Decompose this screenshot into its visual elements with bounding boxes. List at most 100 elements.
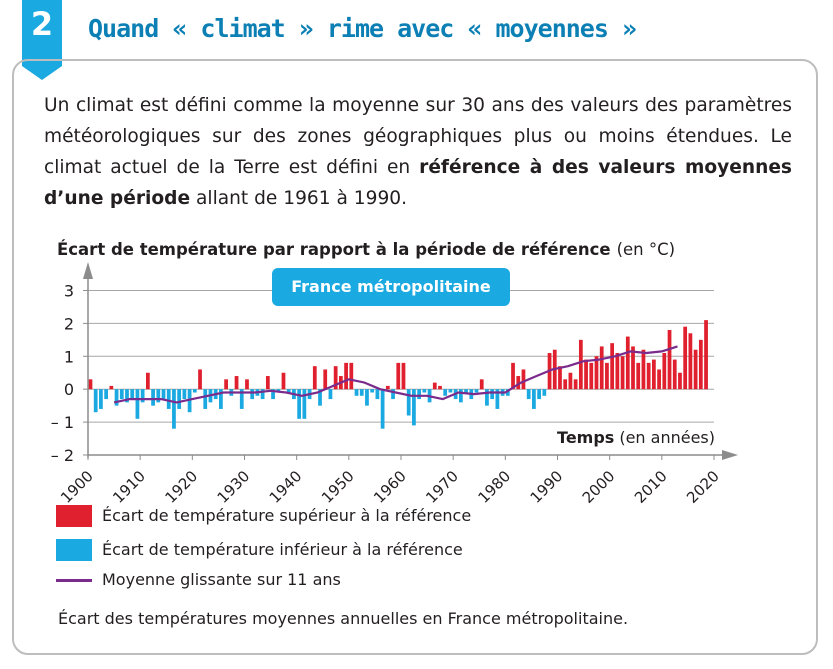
legend-swatch-above — [56, 505, 92, 527]
x-tick-label: 1970 — [422, 467, 462, 507]
bar-1968 — [443, 389, 448, 396]
bar-2013 — [678, 372, 682, 390]
bar-1975 — [479, 379, 484, 390]
bar-1922 — [203, 389, 208, 409]
x-tick-label: 1910 — [109, 467, 149, 507]
bar-1966 — [432, 382, 437, 390]
bar-1984 — [526, 389, 531, 400]
bar-1940 — [297, 389, 302, 419]
bar-1935 — [271, 389, 275, 400]
legend-label-moving-average: Moyenne glissante sur 11 ans — [102, 570, 341, 589]
bar-1971 — [458, 389, 463, 403]
bars — [88, 320, 708, 429]
bar-1915 — [166, 389, 171, 409]
y-axis-title: Écart de température par rapport à la pé… — [57, 240, 611, 259]
bar-1999 — [605, 362, 609, 390]
axes — [83, 262, 738, 460]
bar-1900 — [88, 379, 93, 390]
x-tick-label: 1990 — [527, 467, 567, 507]
bar-1992 — [568, 372, 573, 390]
bar-1950 — [349, 362, 354, 390]
bar-1910 — [140, 389, 145, 403]
bar-1902 — [99, 389, 103, 409]
bar-1954 — [370, 389, 375, 393]
bar-1931 — [250, 389, 255, 400]
y-axis-label: Écart de température par rapport à la pé… — [57, 240, 675, 259]
bar-1905 — [114, 389, 119, 406]
bar-1938 — [286, 389, 291, 393]
x-tick-label: 2000 — [579, 467, 619, 507]
y-tick-label: 1 — [64, 347, 74, 366]
bar-2006 — [641, 349, 646, 390]
y-tick-label: – 2 — [51, 446, 74, 465]
bar-1959 — [396, 362, 401, 390]
x-axis-title: Temps — [557, 428, 614, 447]
bar-2009 — [657, 369, 661, 390]
annotation-label: France métropolitaine — [291, 277, 491, 296]
bar-1964 — [422, 389, 427, 393]
x-axis-unit: (en années) — [619, 428, 715, 447]
bar-2011 — [667, 329, 672, 390]
bar-1987 — [542, 389, 547, 396]
x-tick-label: 2010 — [631, 467, 671, 507]
legend-swatch-moving-average — [56, 579, 92, 582]
bar-1974 — [474, 389, 479, 393]
bar-1981 — [511, 362, 515, 390]
bar-2002 — [620, 356, 625, 390]
annotation-box — [272, 268, 510, 306]
x-tick-label: 1950 — [318, 467, 358, 507]
bar-1947 — [333, 366, 338, 390]
intro-text-bold: référence à des valeurs moyennes d’une p… — [44, 157, 792, 209]
bar-1944 — [318, 389, 322, 406]
bar-2018 — [704, 320, 708, 390]
bar-1998 — [599, 346, 604, 390]
bar-1903 — [104, 389, 109, 400]
legend-label-above: Écart de température supérieur à la réfé… — [102, 506, 472, 525]
x-axis-arrow-icon — [722, 450, 738, 460]
y-tick-label: 2 — [64, 314, 74, 333]
y-tick-label: 0 — [64, 380, 74, 399]
bar-1911 — [145, 372, 150, 390]
bar-2001 — [615, 353, 620, 390]
bar-1962 — [412, 389, 416, 426]
bar-1925 — [219, 389, 223, 409]
bar-1994 — [578, 339, 583, 390]
bar-1906 — [119, 389, 124, 400]
bar-1920 — [192, 389, 197, 393]
bar-1953 — [365, 389, 369, 406]
bar-1901 — [93, 389, 98, 413]
intro-text-start: Un climat est défini comme la moyenne su… — [44, 95, 792, 178]
bar-1976 — [485, 389, 489, 406]
bar-1986 — [537, 389, 541, 400]
bar-1978 — [495, 389, 500, 409]
bar-1914 — [161, 389, 166, 400]
y-tick-label: 3 — [64, 282, 74, 301]
bar-1990 — [558, 366, 562, 390]
bar-1937 — [281, 372, 286, 390]
bar-1921 — [198, 369, 202, 390]
bar-1934 — [265, 376, 270, 390]
y-tick-labels: 3 2 1 0 – 1 – 2 — [51, 282, 88, 465]
bar-2000 — [610, 343, 615, 390]
x-tick-label: 1960 — [370, 467, 410, 507]
bar-1961 — [406, 389, 411, 416]
bar-1933 — [260, 389, 265, 400]
bar-2015 — [688, 333, 693, 390]
bar-2008 — [652, 359, 656, 390]
x-tick-label: 1900 — [57, 467, 97, 507]
section-title: Quand « climat » rime avec « moyennes » — [88, 14, 637, 43]
y-axis-unit: (en °C) — [617, 240, 676, 259]
bar-1955 — [375, 389, 380, 400]
bar-2016 — [693, 349, 698, 390]
x-tick-label: 1930 — [214, 467, 254, 507]
content-card — [12, 59, 818, 655]
y-axis-arrow-icon — [83, 262, 93, 279]
bar-1983 — [521, 369, 526, 390]
intro-paragraph: Un climat est défini comme la moyenne su… — [44, 90, 792, 214]
x-tick-label: 1940 — [266, 467, 306, 507]
bar-1993 — [573, 379, 578, 390]
y-tick-label: – 1 — [51, 413, 74, 432]
chart-caption: Écart des températures moyennes annuelle… — [58, 609, 629, 628]
x-tick-label: 1920 — [161, 467, 201, 507]
